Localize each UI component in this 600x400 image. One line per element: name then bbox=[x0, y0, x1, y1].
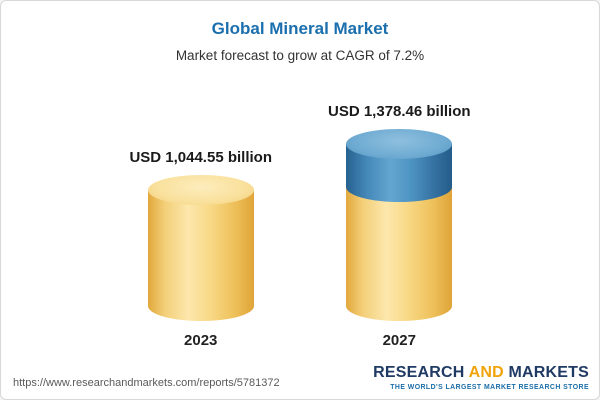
cylinder-bar-2023 bbox=[147, 175, 254, 321]
report-url: https://www.researchandmarkets.com/repor… bbox=[13, 377, 280, 389]
cylinder-2027-base-segment bbox=[346, 184, 453, 321]
chart-subtitle: Market forecast to grow at CAGR of 7.2% bbox=[175, 48, 425, 63]
research-and-markets-logo: RESEARCH AND MARKETS THE WORLD'S LARGEST… bbox=[373, 364, 589, 391]
chart-header: Global Mineral Market Market forecast to… bbox=[1, 1, 599, 63]
cylinder-2023-body bbox=[147, 190, 254, 321]
value-label-2023: USD 1,044.55 billion bbox=[129, 149, 272, 166]
bar-group-2023: USD 1,044.55 billion 2023 bbox=[129, 149, 272, 349]
value-label-2027: USD 1,378.46 billion bbox=[328, 103, 471, 120]
logo-tagline: THE WORLD'S LARGEST MARKET RESEARCH STOR… bbox=[390, 384, 589, 391]
chart-title: Global Mineral Market bbox=[211, 19, 389, 38]
footer: https://www.researchandmarkets.com/repor… bbox=[13, 364, 589, 391]
cylinder-2023-top bbox=[147, 175, 254, 205]
bar-group-2027: USD 1,378.46 billion 2027 bbox=[328, 103, 471, 349]
logo-wordmark: RESEARCH AND MARKETS bbox=[373, 364, 589, 382]
logo-word-markets: MARKETS bbox=[508, 364, 589, 382]
logo-word-and: AND bbox=[468, 364, 504, 382]
cylinder-bar-2027 bbox=[346, 129, 453, 321]
axis-label-2023: 2023 bbox=[184, 332, 218, 349]
logo-word-research: RESEARCH bbox=[373, 364, 465, 382]
cylinder-chart: USD 1,044.55 billion 2023 USD 1,378.46 b… bbox=[1, 87, 599, 349]
cylinder-2027-top bbox=[346, 129, 453, 159]
axis-label-2027: 2027 bbox=[382, 332, 416, 349]
